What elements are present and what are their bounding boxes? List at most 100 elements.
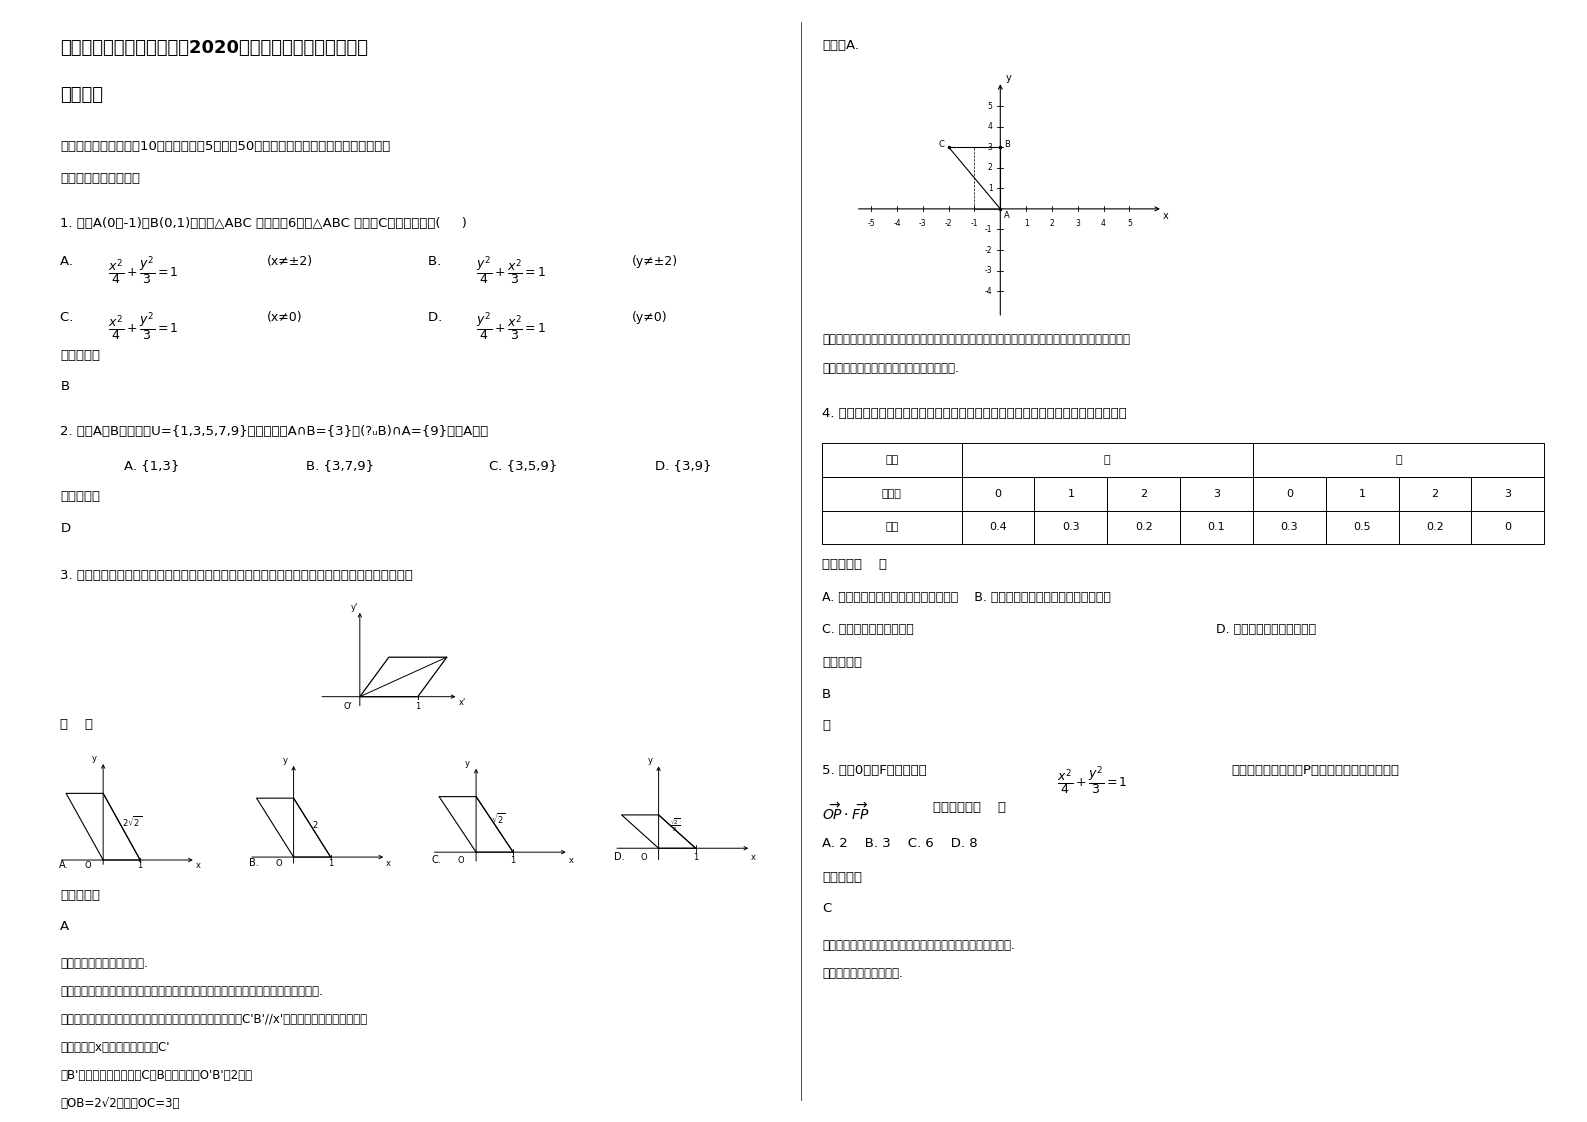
- Text: 参考答案：: 参考答案：: [822, 656, 862, 670]
- Text: 1: 1: [1068, 489, 1074, 498]
- Text: 乙: 乙: [1395, 456, 1401, 465]
- Text: 【专题】综合题；压轴题.: 【专题】综合题；压轴题.: [822, 967, 903, 981]
- Text: D. 无法判断谁的质量好一些: D. 无法判断谁的质量好一些: [1216, 623, 1316, 636]
- Text: 0: 0: [995, 489, 1001, 498]
- Text: B: B: [60, 380, 70, 394]
- Text: 3: 3: [1076, 219, 1081, 228]
- Text: 【点评】本题考查了平面图形的直观图，考查了数形结合思想，解答此题的关键是掌握平面图形的直: 【点评】本题考查了平面图形的直观图，考查了数形结合思想，解答此题的关键是掌握平面…: [822, 333, 1130, 347]
- Text: -1: -1: [986, 224, 992, 234]
- Text: 3. 用斜二测画法画一个水平放置的平面图形的直观图为如右图所示的一个正方形，则原来的图形为: 3. 用斜二测画法画一个水平放置的平面图形的直观图为如右图所示的一个正方形，则原…: [60, 569, 413, 582]
- Text: 0.5: 0.5: [1354, 523, 1371, 532]
- Text: C: C: [938, 140, 944, 149]
- Text: B: B: [822, 688, 832, 701]
- Text: $\overrightarrow{OP}\cdot\overrightarrow{FP}$: $\overrightarrow{OP}\cdot\overrightarrow…: [822, 801, 870, 822]
- Text: $2\sqrt{2}$: $2\sqrt{2}$: [122, 815, 141, 829]
- Text: x': x': [459, 698, 465, 707]
- Bar: [1108, 477, 1181, 511]
- Bar: [822, 511, 962, 544]
- Text: x: x: [1163, 211, 1168, 221]
- Text: 故选：A.: 故选：A.: [822, 39, 859, 53]
- Text: (x≠±2): (x≠±2): [267, 255, 313, 268]
- Text: C.: C.: [432, 855, 441, 865]
- Text: A. 甲的产品质量比乙的产品质量好一些    B. 乙的产品质量比甲的产品质量好一些: A. 甲的产品质量比乙的产品质量好一些 B. 乙的产品质量比甲的产品质量好一些: [822, 591, 1111, 605]
- Bar: [1181, 511, 1252, 544]
- Text: 是一个符合题目要求的: 是一个符合题目要求的: [60, 172, 140, 185]
- Text: y: y: [1006, 73, 1011, 83]
- Bar: [1252, 511, 1325, 544]
- Text: 线段平行于x轴且长度不变，点C': 线段平行于x轴且长度不变，点C': [60, 1041, 170, 1055]
- Text: 2: 2: [1139, 489, 1147, 498]
- Text: $\dfrac{x^2}{4}+\dfrac{y^2}{3}=1$: $\dfrac{x^2}{4}+\dfrac{y^2}{3}=1$: [1057, 764, 1128, 797]
- Text: D. {3,9}: D. {3,9}: [655, 459, 713, 472]
- Text: 工人: 工人: [886, 456, 898, 465]
- Text: y: y: [647, 756, 652, 765]
- Text: 0: 0: [1285, 489, 1293, 498]
- Text: 废品数: 废品数: [882, 489, 901, 498]
- Bar: [1108, 511, 1181, 544]
- Text: 的最大值为（    ）: 的最大值为（ ）: [933, 801, 1006, 815]
- Bar: [962, 443, 1252, 477]
- Text: $\dfrac{x^2}{4}+\dfrac{y^2}{3}=1$: $\dfrac{x^2}{4}+\dfrac{y^2}{3}=1$: [108, 311, 179, 343]
- Bar: [1035, 511, 1108, 544]
- Text: 2: 2: [1049, 219, 1054, 228]
- Text: 0.2: 0.2: [1135, 523, 1152, 532]
- Text: 则OB=2√2，所以OC=3，: 则OB=2√2，所以OC=3，: [60, 1097, 179, 1111]
- Text: 1: 1: [987, 184, 992, 193]
- Text: x: x: [568, 856, 573, 865]
- Text: D.: D.: [428, 311, 451, 324]
- Text: 0.1: 0.1: [1208, 523, 1225, 532]
- Text: 2: 2: [313, 820, 317, 829]
- Text: 则有结论（    ）: 则有结论（ ）: [822, 558, 887, 571]
- Text: -5: -5: [868, 219, 874, 228]
- Text: O: O: [457, 856, 465, 865]
- Bar: [1181, 477, 1252, 511]
- Text: A.: A.: [59, 861, 68, 871]
- Text: $\dfrac{y^2}{4}+\dfrac{x^2}{3}=1$: $\dfrac{y^2}{4}+\dfrac{x^2}{3}=1$: [476, 255, 548, 287]
- Bar: [1471, 511, 1544, 544]
- Text: (y≠±2): (y≠±2): [632, 255, 678, 268]
- Text: 的中心和左焦点，点P为椭圆上的任意一点，则: 的中心和左焦点，点P为椭圆上的任意一点，则: [1232, 764, 1400, 778]
- Text: 1: 1: [138, 862, 143, 871]
- Text: B. {3,7,9}: B. {3,7,9}: [306, 459, 375, 472]
- Text: 参考答案：: 参考答案：: [60, 889, 100, 902]
- Text: y: y: [282, 756, 287, 765]
- Text: $\dfrac{x^2}{4}+\dfrac{y^2}{3}=1$: $\dfrac{x^2}{4}+\dfrac{y^2}{3}=1$: [108, 255, 179, 287]
- Text: 概率: 概率: [886, 523, 898, 532]
- Text: 5. 若点0和点F分别为椭圆: 5. 若点0和点F分别为椭圆: [822, 764, 927, 778]
- Text: B.: B.: [249, 858, 259, 868]
- Text: 1: 1: [1358, 489, 1365, 498]
- Text: -3: -3: [986, 266, 992, 275]
- Text: 卷含解析: 卷含解析: [60, 86, 103, 104]
- Text: 0.4: 0.4: [989, 523, 1006, 532]
- Text: 0.2: 0.2: [1427, 523, 1444, 532]
- Bar: [962, 511, 1035, 544]
- Text: D: D: [60, 522, 70, 535]
- Text: 3: 3: [987, 142, 992, 151]
- Text: A. 2    B. 3    C. 6    D. 8: A. 2 B. 3 C. 6 D. 8: [822, 837, 978, 850]
- Text: $\sqrt{2}$: $\sqrt{2}$: [490, 812, 506, 827]
- Text: C. {3,5,9}: C. {3,5,9}: [489, 459, 557, 472]
- Text: $\dfrac{y^2}{4}+\dfrac{x^2}{3}=1$: $\dfrac{y^2}{4}+\dfrac{x^2}{3}=1$: [476, 311, 548, 343]
- Text: 1: 1: [1024, 219, 1028, 228]
- Text: 略: 略: [822, 719, 830, 733]
- Text: 2: 2: [1431, 489, 1438, 498]
- Text: 0.3: 0.3: [1062, 523, 1079, 532]
- Text: 一、选择题：本大题共10小题，每小题5分，共50分。在每小题给出的四个选项中，只有: 一、选择题：本大题共10小题，每小题5分，共50分。在每小题给出的四个选项中，只…: [60, 140, 390, 154]
- Text: 【分析】根据题目给出的直观图的形状，画出对应的原平面图形的形状，则问题可求.: 【分析】根据题目给出的直观图的形状，画出对应的原平面图形的形状，则问题可求.: [60, 985, 324, 999]
- Text: A.: A.: [60, 255, 83, 268]
- Text: (y≠0): (y≠0): [632, 311, 667, 324]
- Text: 1: 1: [416, 701, 421, 710]
- Text: (x≠0): (x≠0): [267, 311, 302, 324]
- Text: 0: 0: [1504, 523, 1511, 532]
- Text: 4. 甲、乙两工人在同样的条件下生产，日产量相同，每天出废品的情况如下表所列：: 4. 甲、乙两工人在同样的条件下生产，日产量相同，每天出废品的情况如下表所列：: [822, 407, 1127, 421]
- Text: -1: -1: [971, 219, 978, 228]
- Text: y': y': [351, 603, 359, 611]
- Text: x: x: [386, 859, 390, 868]
- Text: D.: D.: [614, 852, 625, 862]
- Text: x: x: [751, 853, 755, 862]
- Bar: [1035, 477, 1108, 511]
- Text: 【解答】解：作出该直观图的原图形，因为直观图中的线段C'B'//x'轴，所以在原图形中对应的: 【解答】解：作出该直观图的原图形，因为直观图中的线段C'B'//x'轴，所以在原…: [60, 1013, 368, 1027]
- Text: 参考答案：: 参考答案：: [60, 349, 100, 362]
- Text: 1: 1: [511, 856, 516, 865]
- Text: -2: -2: [944, 219, 952, 228]
